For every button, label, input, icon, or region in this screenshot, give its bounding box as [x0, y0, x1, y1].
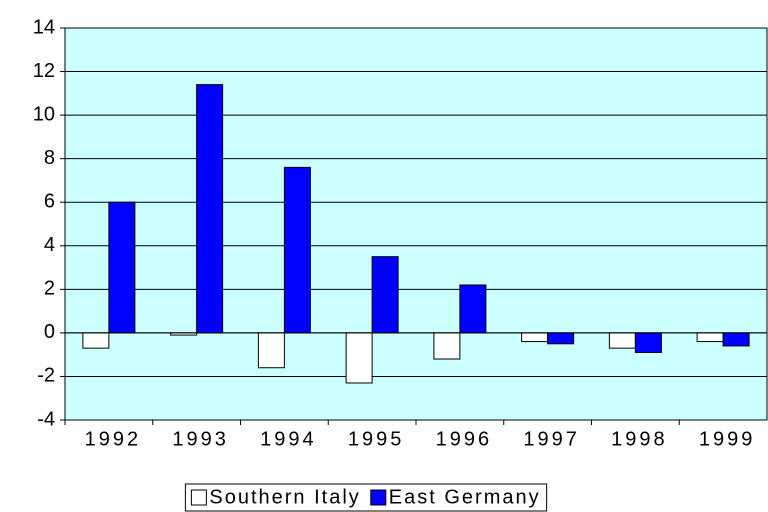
bar [82, 332, 110, 349]
bar [696, 332, 724, 343]
bar [433, 332, 461, 360]
legend-label: Southern Italy [209, 486, 360, 508]
bar [547, 332, 575, 345]
bar [345, 332, 373, 384]
y-tick-label: -4 [37, 408, 55, 430]
x-tick-label: 1993 [172, 428, 229, 450]
bar [722, 332, 750, 347]
legend-label: East Germany [389, 486, 541, 508]
bar [608, 332, 636, 349]
x-tick-label: 1999 [699, 428, 756, 450]
x-tick-label: 1998 [611, 428, 668, 450]
y-tick-label: 12 [33, 60, 55, 82]
bar [634, 332, 662, 353]
x-tick-label: 1992 [85, 428, 142, 450]
legend-swatch [370, 489, 387, 506]
x-tick-label: 1994 [260, 428, 317, 450]
bar [257, 332, 285, 369]
y-tick-label: 6 [44, 191, 55, 213]
bar [108, 201, 136, 334]
bar [196, 84, 224, 334]
x-tick-label: 1997 [523, 428, 580, 450]
legend: Southern Italy East Germany [184, 483, 548, 512]
y-tick-label: 0 [44, 321, 55, 343]
x-tick-label: 1996 [436, 428, 493, 450]
y-tick-label: 8 [44, 147, 55, 169]
bar [283, 166, 311, 334]
bar [459, 284, 487, 334]
plot-area [64, 27, 768, 421]
legend-box [184, 483, 548, 512]
bar [371, 256, 399, 334]
y-tick-label: 2 [44, 278, 55, 300]
y-tick-label: 4 [44, 234, 55, 256]
y-tick-label: 10 [33, 103, 55, 125]
y-tick-label: 14 [33, 16, 55, 38]
bar [521, 332, 549, 343]
y-tick-label: -2 [37, 365, 55, 387]
legend-swatch [190, 489, 207, 506]
x-tick-label: 1995 [348, 428, 405, 450]
